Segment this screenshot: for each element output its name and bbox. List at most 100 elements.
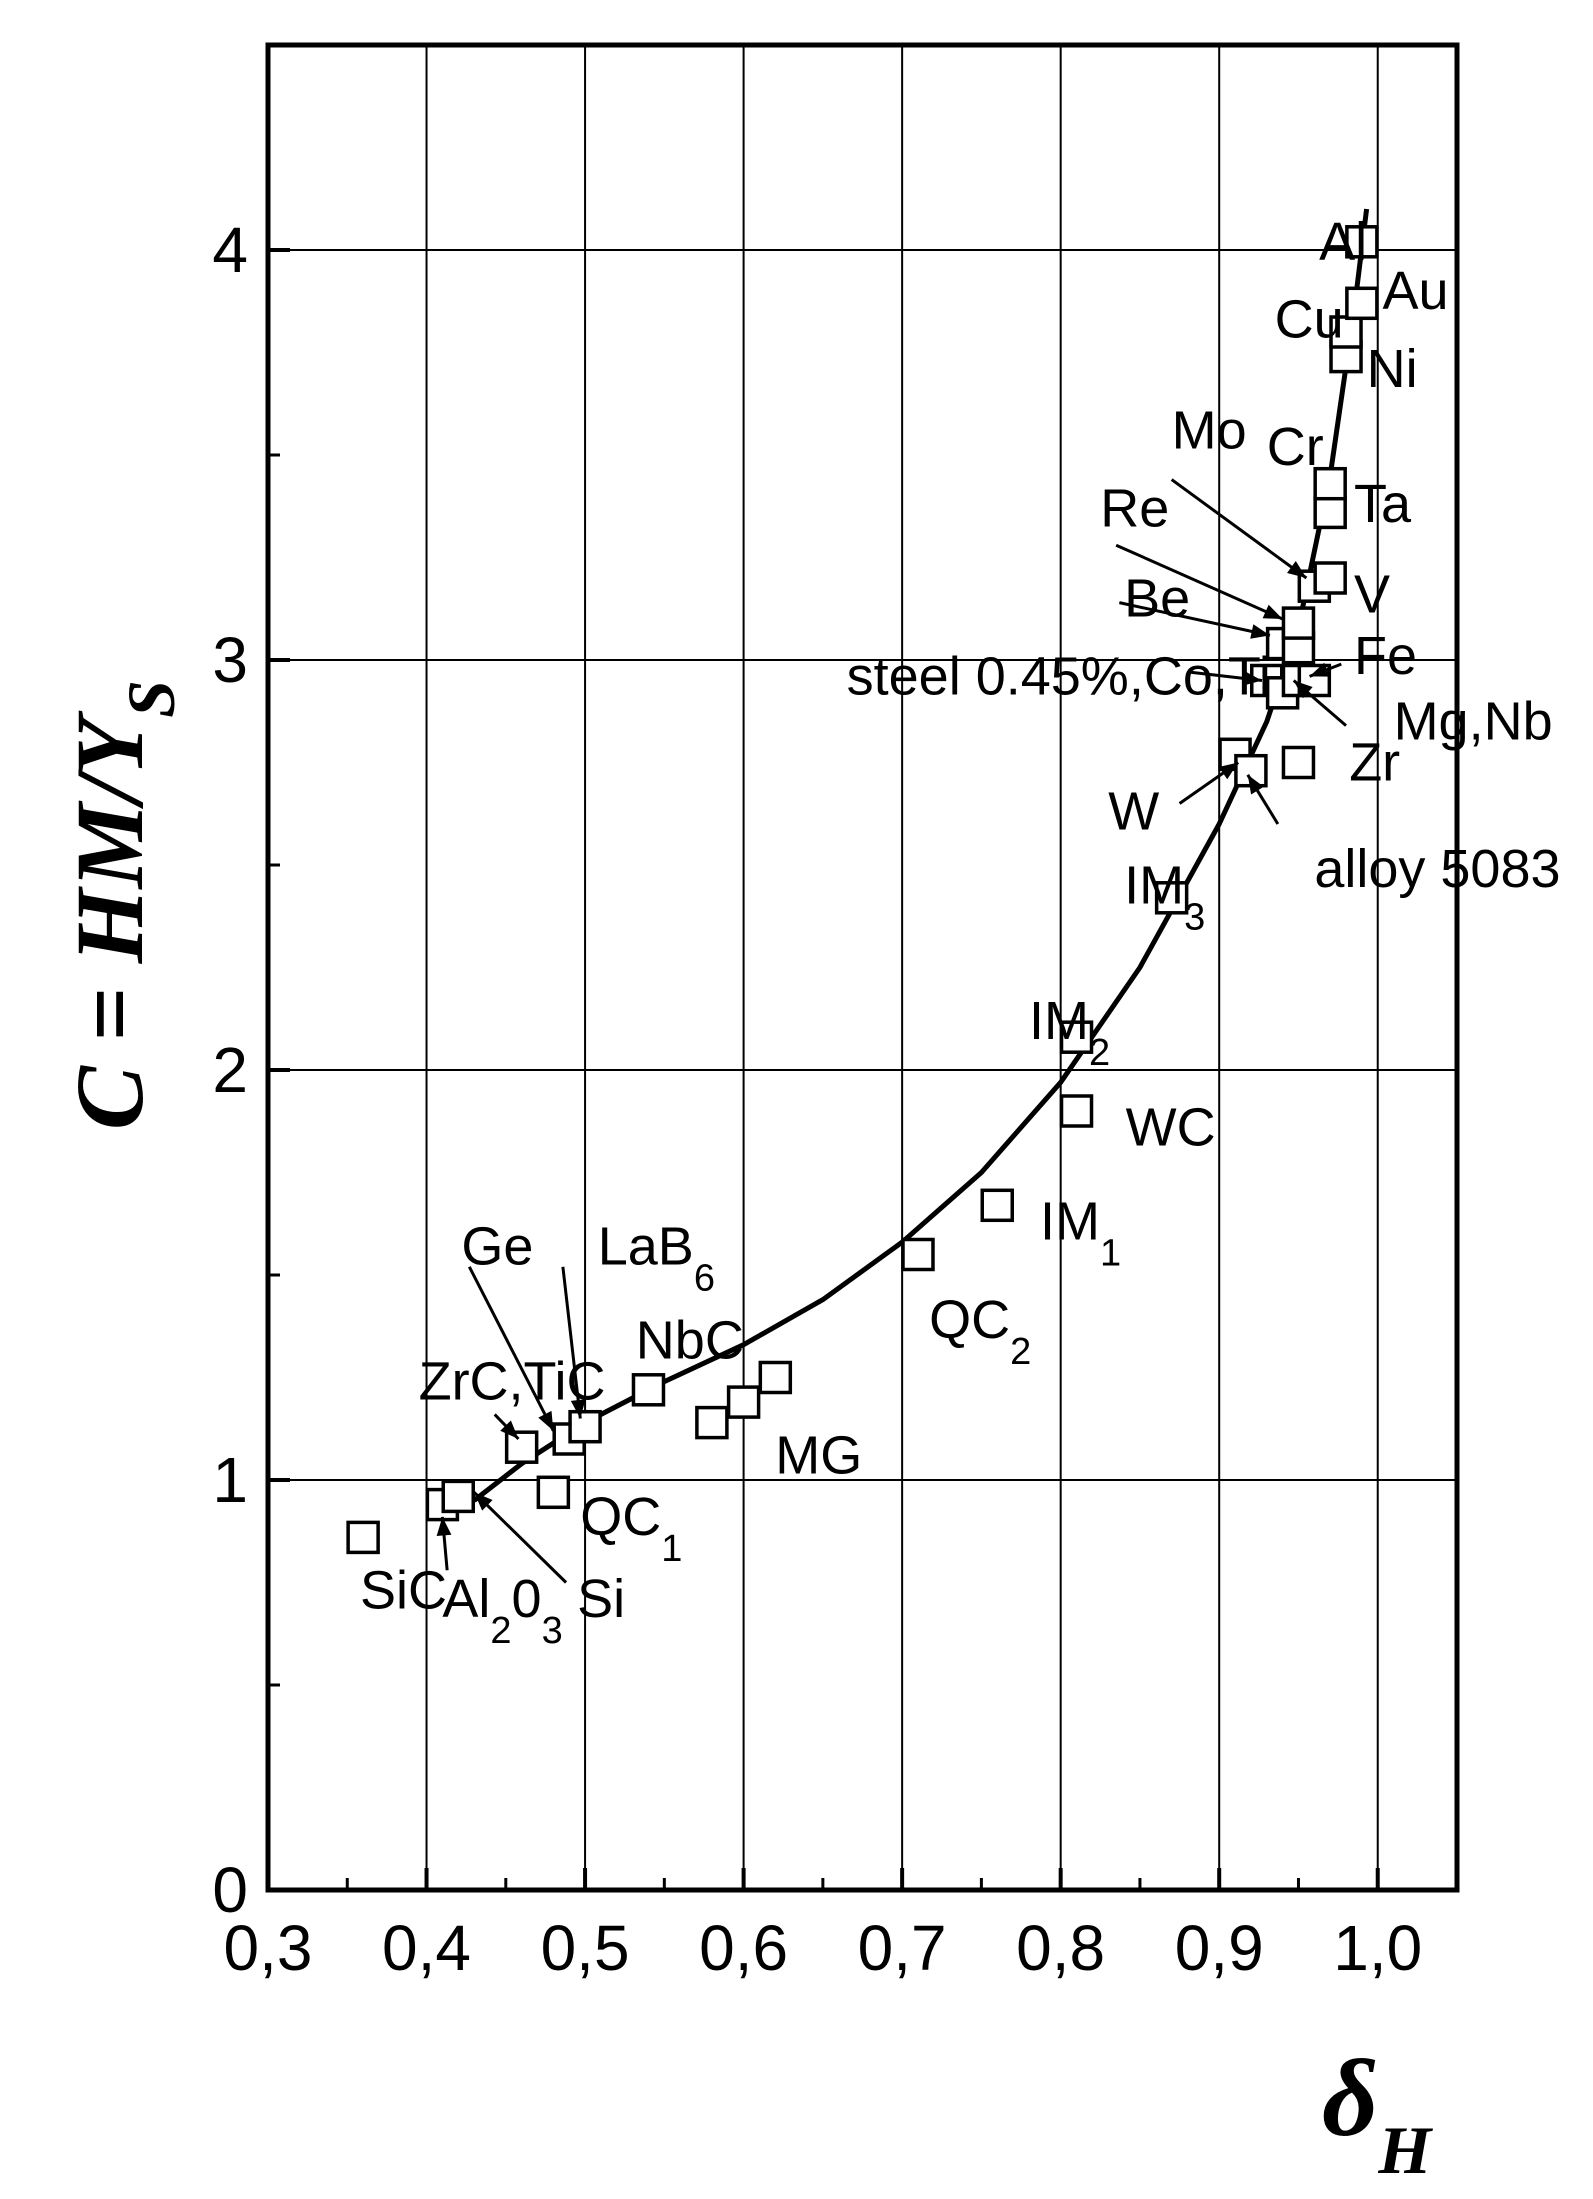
point-label-subscript: 1 bbox=[661, 1528, 682, 1570]
point-label: Mo bbox=[1172, 400, 1247, 460]
point-label: alloy 5083 bbox=[1314, 839, 1560, 899]
x-tick-label: 0,8 bbox=[1016, 1912, 1105, 1984]
point-label-text: MG bbox=[775, 1425, 862, 1485]
point-label-text: Ni bbox=[1367, 339, 1418, 399]
data-points bbox=[346, 225, 1379, 1555]
point-label: steel 0.45%,Co,Ti bbox=[847, 646, 1271, 706]
data-point bbox=[346, 1520, 380, 1555]
point-label: IM3 bbox=[1124, 856, 1205, 939]
annotation-arrowhead bbox=[1250, 624, 1270, 639]
data-point bbox=[1329, 315, 1363, 349]
point-label-subscript: 3 bbox=[1184, 897, 1205, 939]
annotation-arrow bbox=[468, 1266, 555, 1432]
x-axis-label: δH bbox=[1322, 2037, 1433, 2188]
data-point bbox=[726, 1385, 761, 1419]
point-label-text: NbC bbox=[636, 1311, 744, 1371]
point-label: V bbox=[1354, 564, 1390, 624]
point-label: Fe bbox=[1354, 626, 1417, 686]
y-axis-label: C = HM/YS bbox=[56, 680, 189, 1130]
point-label-text: 0 bbox=[512, 1569, 542, 1629]
annotation-arrowhead bbox=[538, 1410, 554, 1431]
y-axis-label-main: C = HM/Y bbox=[56, 711, 163, 1130]
x-axis-label-sub: H bbox=[1377, 2112, 1433, 2188]
point-label-text: Au bbox=[1382, 261, 1448, 321]
annotation-arrows bbox=[436, 478, 1348, 1584]
y-tick-label: 4 bbox=[212, 214, 248, 286]
point-label: Mg,Nb bbox=[1394, 692, 1553, 752]
point-label-text: Si bbox=[577, 1569, 625, 1629]
data-point bbox=[980, 1188, 1015, 1223]
point-label: IM1 bbox=[1040, 1192, 1121, 1275]
data-point bbox=[1345, 286, 1379, 321]
point-label-text: Ta bbox=[1354, 474, 1412, 534]
point-label: Al bbox=[1319, 212, 1367, 272]
annotation-arrow bbox=[1119, 601, 1271, 637]
point-label-text: Mg,Nb bbox=[1394, 692, 1553, 752]
plot-frame bbox=[265, 42, 1460, 1893]
point-label-text: IM bbox=[1029, 991, 1089, 1051]
point-label-text: Zr bbox=[1349, 733, 1400, 793]
fit-curve bbox=[472, 208, 1370, 1503]
x-tick-label: 0,5 bbox=[541, 1912, 630, 1984]
annotation-arrowhead bbox=[1309, 662, 1330, 677]
point-label-text: Re bbox=[1100, 478, 1169, 538]
point-label-text: steel 0.45%,Co,Ti bbox=[847, 646, 1271, 706]
annotation-arrow bbox=[561, 1266, 582, 1419]
data-point bbox=[758, 1360, 793, 1395]
annotation-arrowhead bbox=[474, 1492, 493, 1511]
point-label-text: Cr bbox=[1267, 417, 1324, 477]
point-label: W bbox=[1108, 782, 1159, 842]
y-tick-label: 1 bbox=[212, 1444, 248, 1516]
y-axis-label-sub: S bbox=[113, 680, 189, 718]
point-label: QC2 bbox=[929, 1290, 1031, 1373]
point-label: Zr bbox=[1349, 733, 1400, 793]
data-point bbox=[1313, 466, 1347, 501]
point-label: Ni bbox=[1367, 339, 1418, 399]
x-tick-label: 0,3 bbox=[224, 1912, 313, 1984]
point-label-text: QC bbox=[580, 1487, 661, 1547]
grid-lines bbox=[268, 45, 1457, 1890]
point-label: IM2 bbox=[1029, 991, 1110, 1074]
point-label: Ge bbox=[461, 1216, 533, 1276]
data-point bbox=[1059, 1094, 1094, 1128]
data-point bbox=[1345, 225, 1379, 259]
point-label: LaB6 bbox=[598, 1216, 715, 1299]
point-label-subscript: 2 bbox=[490, 1610, 511, 1652]
point-label: Al203 bbox=[442, 1569, 562, 1652]
point-label-text: ZrC,TiC bbox=[419, 1352, 606, 1412]
point-label: Cu bbox=[1275, 290, 1344, 350]
data-point bbox=[901, 1237, 935, 1272]
annotation-arrowhead bbox=[1218, 762, 1239, 780]
point-label-subscript: 1 bbox=[1100, 1233, 1121, 1275]
data-point bbox=[536, 1475, 571, 1510]
annotation-arrowhead bbox=[436, 1516, 452, 1537]
point-label: MG bbox=[775, 1425, 862, 1485]
point-label-text: QC bbox=[929, 1290, 1010, 1350]
point-label-text: Al bbox=[442, 1569, 490, 1629]
point-label-text: W bbox=[1108, 782, 1159, 842]
point-label-text: Mo bbox=[1172, 400, 1247, 460]
x-tick-label: 0,7 bbox=[858, 1912, 947, 1984]
point-label-text: SiC bbox=[360, 1561, 447, 1621]
point-label-text: WC bbox=[1126, 1097, 1216, 1157]
point-label-subscript: 3 bbox=[542, 1610, 563, 1652]
point-label: Si bbox=[577, 1569, 625, 1629]
point-label: Cr bbox=[1267, 417, 1324, 477]
annotation-arrowhead bbox=[500, 1420, 519, 1439]
y-tick-label: 2 bbox=[212, 1034, 248, 1106]
data-point bbox=[1281, 745, 1316, 780]
y-tick-label: 0 bbox=[212, 1854, 248, 1926]
annotation-arrow bbox=[1170, 478, 1308, 580]
point-label-subscript: 6 bbox=[694, 1257, 715, 1299]
annotation-arrowhead bbox=[570, 1399, 586, 1419]
point-label-text: Be bbox=[1124, 569, 1190, 629]
point-label-text: LaB bbox=[598, 1216, 694, 1276]
point-label: Be bbox=[1124, 569, 1190, 629]
data-point bbox=[1313, 495, 1347, 530]
x-tick-label: 1,0 bbox=[1333, 1912, 1422, 1984]
point-label: Ta bbox=[1354, 474, 1412, 534]
data-point bbox=[1059, 1020, 1094, 1054]
point-label-text: IM bbox=[1040, 1192, 1100, 1252]
point-label-subscript: 2 bbox=[1010, 1331, 1031, 1373]
